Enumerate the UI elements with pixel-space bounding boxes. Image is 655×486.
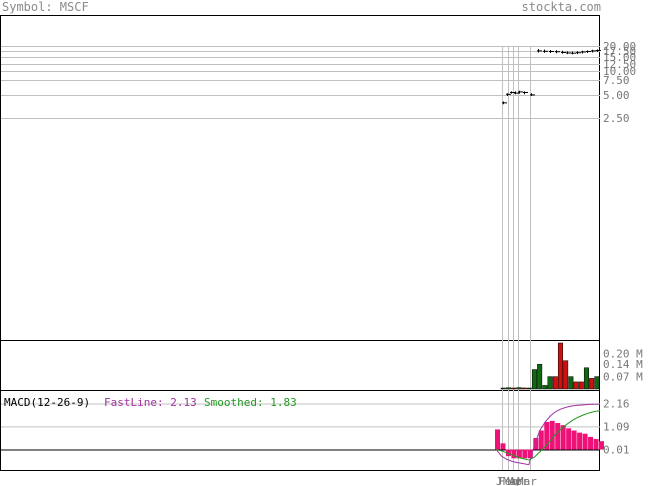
macd-histogram-bar [538, 430, 544, 450]
volume-bar [568, 376, 574, 390]
x-tick-label: Apr [509, 475, 529, 486]
panel-frames [0, 15, 600, 471]
macd-histogram-bar [566, 428, 572, 450]
macd-histogram-bar [560, 425, 566, 450]
macd-smoothed-line [495, 410, 601, 461]
symbol-label: Symbol: MSCF [2, 0, 89, 14]
volume-bar [511, 387, 517, 390]
macd-histogram-bar [588, 436, 594, 450]
macd-tick-label: 1.09 [603, 420, 630, 433]
volume-bar [589, 378, 595, 390]
volume-bar [594, 376, 600, 390]
volume-bar [547, 376, 553, 390]
grid-lines [1, 46, 600, 470]
fastline-label: FastLine: 2.13 [104, 396, 197, 409]
site-label: stockta.com [521, 0, 601, 14]
price-tick-label: 12.50 [603, 58, 636, 71]
volume-tick-label: 0.14 M [603, 358, 643, 371]
price-tick-label: 5.00 [603, 89, 630, 102]
volume-bar [573, 381, 579, 390]
macd-histogram-bar [571, 430, 577, 450]
price-tick-label: 20.00 [603, 40, 636, 53]
price-tick-label: 15.00 [603, 51, 636, 64]
x-tick-label: Mar [517, 475, 537, 486]
volume-bar [500, 387, 506, 390]
volume-bar [521, 387, 527, 390]
x-tick-label: Feb [498, 475, 518, 486]
macd-histogram-bar [505, 449, 511, 457]
volume-bar [516, 387, 522, 390]
macd-legend: MACD(12-26-9) FastLine: 2.13 Smoothed: 1… [4, 396, 297, 409]
smoothed-label: Smoothed: 1.83 [204, 396, 297, 409]
macd-histogram-bar [522, 449, 528, 459]
volume-bars [500, 342, 600, 390]
macd-plot [495, 403, 604, 466]
volume-bar [531, 369, 537, 390]
volume-bar [552, 376, 558, 390]
x-tick-label: Mar [503, 475, 523, 486]
macd-histogram-bar [599, 441, 604, 450]
macd-histogram-bar [582, 433, 588, 450]
x-tick-label: J [496, 475, 503, 486]
price-tick-label: 7.50 [603, 74, 630, 87]
volume-panel-frame [0, 340, 600, 391]
macd-histogram-bar [577, 432, 583, 450]
volume-bar [537, 363, 543, 390]
price-tick-label: 10.00 [603, 65, 636, 78]
volume-tick-label: 0.20 M [603, 348, 643, 361]
macd-tick-label: 2.16 [603, 398, 630, 411]
volume-bar [583, 367, 589, 390]
volume-bar [557, 342, 563, 390]
volume-bar [542, 385, 548, 390]
volume-bar [563, 360, 569, 390]
macd-histogram-bar [593, 439, 599, 450]
macd-histogram-bar [533, 437, 539, 450]
macd-histogram-bar [516, 449, 522, 459]
macd-histogram-bar [495, 429, 500, 450]
volume-bar [526, 387, 532, 390]
macd-panel-frame [0, 390, 600, 471]
volume-bar [505, 387, 511, 390]
price-bars [502, 49, 601, 105]
price-tick-label: 2.50 [603, 112, 630, 125]
macd-fastline [495, 403, 600, 466]
macd-title: MACD(12-26-9) [4, 396, 90, 409]
volume-tick-label: 0.07 M [603, 371, 643, 384]
macd-tick-label: 0.01 [603, 444, 630, 457]
macd-histogram-bar [511, 449, 517, 459]
macd-histogram-bar [500, 443, 506, 450]
macd-histogram-bar [527, 449, 533, 459]
price-tick-label: 17.50 [603, 45, 636, 58]
macd-histogram-bar [549, 420, 555, 450]
volume-bar [578, 381, 584, 390]
macd-histogram-bar [544, 421, 550, 450]
macd-histogram-bar [555, 423, 561, 450]
